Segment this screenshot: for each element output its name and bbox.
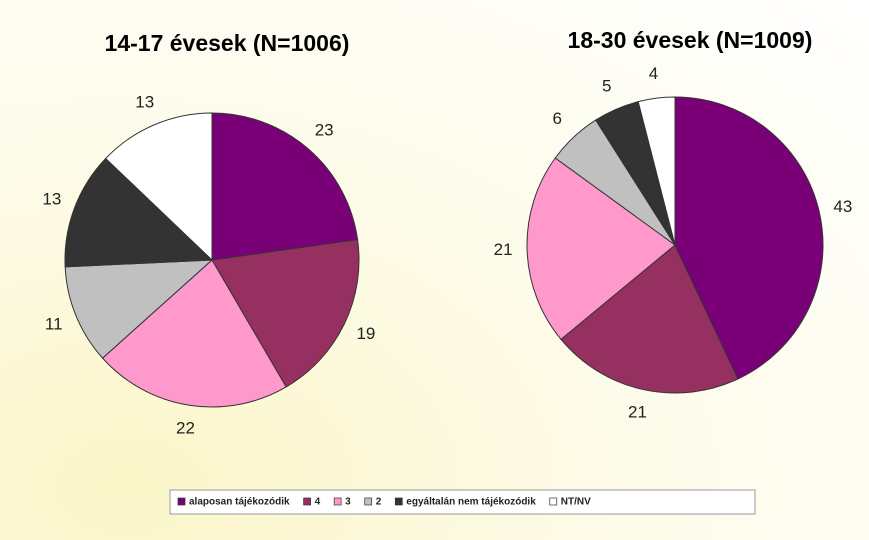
slice-label: 43 [833,197,852,216]
slice-label: 4 [649,64,658,83]
legend-swatch [364,497,373,506]
slice-label: 19 [356,324,375,343]
pie-slice [674,96,824,380]
legend-swatch [549,497,558,506]
pie-slice [104,112,213,262]
legend-swatch [303,497,311,506]
slice-label: 22 [176,418,195,437]
slice-label: 11 [45,314,63,333]
legend-label: egyáltalán nem tájékozódik [406,497,536,508]
slice-label: 13 [135,92,154,111]
slice-label: 5 [602,77,611,96]
legend-swatch [394,497,403,506]
pie-slice [101,259,287,408]
slice-label: 6 [553,109,562,128]
legend-label: 3 [345,497,351,508]
pie-slice [211,238,360,388]
chart-title: 14-17 évesek (N=1006) [105,30,350,56]
legend-label: alaposan tájékozódik [189,497,290,508]
legend-box [169,489,756,515]
chart-title: 18-30 évesek (N=1009) [568,27,813,53]
pie-slice [64,157,214,268]
legend-swatch [333,497,342,506]
legend-label: 2 [376,497,382,508]
slice-label: 23 [315,120,334,139]
legend-label: 4 [315,497,321,508]
slice-label: 13 [42,190,61,209]
slice-label: 21 [494,240,513,259]
slice-label: 21 [628,402,647,421]
pie-slice [560,244,739,394]
pie-slice [211,112,359,261]
pie-slice [64,259,214,359]
pie-slice [526,157,676,341]
legend-swatch [177,497,186,506]
legend-label: NT/NV [561,497,591,508]
pie-slice [637,96,676,246]
